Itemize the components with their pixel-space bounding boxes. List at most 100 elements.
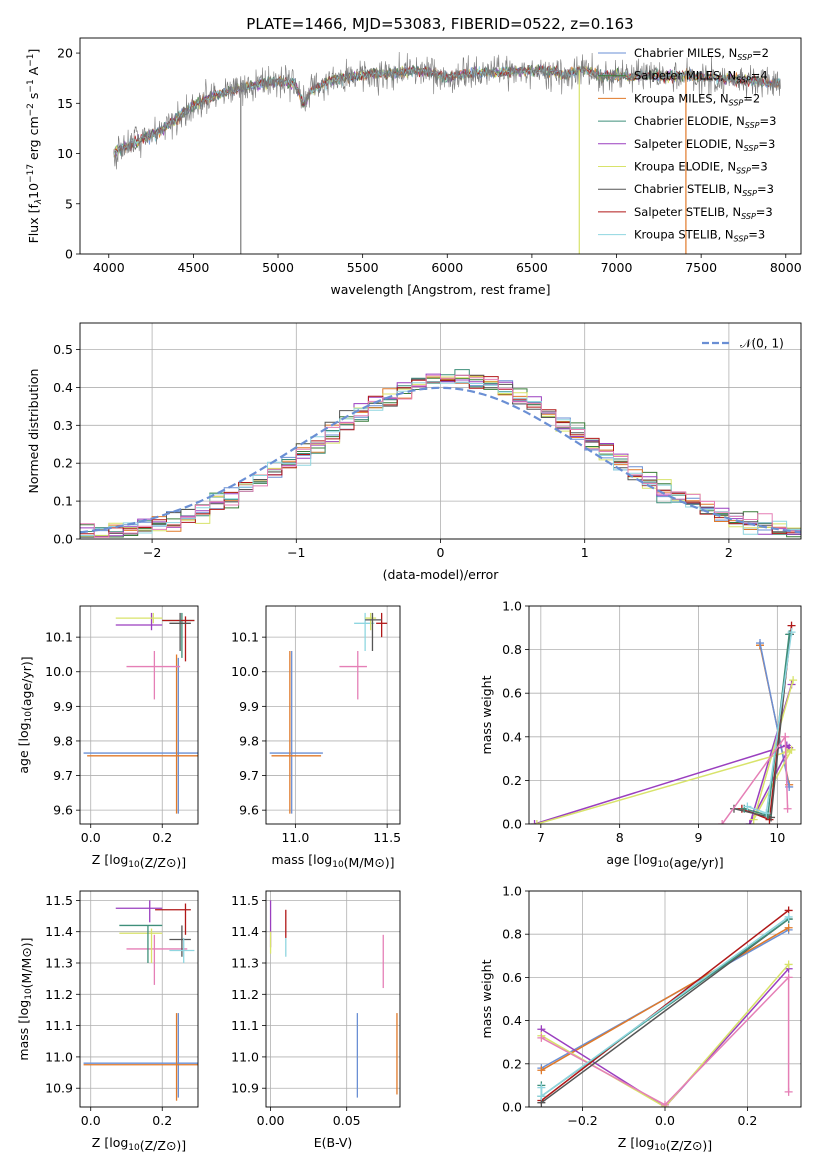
tick-label-y: 11.0	[45, 1049, 73, 1064]
tick-label-x: 11.5	[373, 830, 401, 845]
weight-marker	[784, 1087, 793, 1096]
x-axis-label: age [log10(age/yr)]	[606, 852, 723, 870]
tick-label-y: 10	[57, 146, 73, 161]
plot-area-mass-age	[269, 612, 388, 814]
tick-label-x: 0.0	[81, 1113, 101, 1128]
weight-marker	[745, 820, 754, 824]
plot-area-ebv-mass	[269, 900, 398, 1098]
weight-marker	[787, 628, 796, 637]
panel-z-age: 0.0 0.2 9.6 9.7 9.8 9.9 10.0 10.1 Z [log10(Z/Z⊙)…	[16, 605, 199, 870]
plot-area-residuals	[80, 369, 801, 538]
y-axis-label: Flux [fλ10−17 erg cm−2 s−1 A−1]	[26, 49, 44, 244]
weight-marker	[783, 804, 792, 813]
tick-label-x: 0.0	[655, 1113, 675, 1128]
tick-label-x: 6500	[516, 260, 548, 275]
weight-marker	[756, 639, 765, 648]
y-axis-label: mass weight	[479, 675, 494, 754]
tick-label-y: 9.6	[53, 803, 73, 818]
tick-label-y: 0.2	[53, 456, 73, 471]
tick-label-y: 10.1	[45, 630, 73, 645]
weight-line	[540, 909, 790, 1102]
tick-label-y: 11.1	[231, 1018, 259, 1033]
weight-marker	[537, 1083, 546, 1092]
tick-label-x: 2	[725, 545, 733, 560]
tick-label-y: 9.8	[53, 733, 73, 748]
x-axis-label: Z [log10(Z/Z⊙)]	[92, 1135, 186, 1153]
weight-marker	[749, 815, 758, 824]
weight-marker	[532, 820, 541, 824]
weight-marker	[781, 732, 790, 741]
tick-label-x: −1	[287, 545, 305, 560]
legend-label: Chabrier STELIB, NSSP=3	[634, 182, 774, 198]
tick-label-y: 0.3	[53, 418, 73, 433]
tick-label-y: 9.9	[239, 699, 259, 714]
x-axis-label: wavelength [Angstrom, rest frame]	[330, 282, 550, 297]
residual-histogram	[80, 374, 801, 538]
tick-label-x: 0.00	[257, 1113, 285, 1128]
x-axis-label: Z [log10(Z/Z⊙)]	[92, 852, 186, 870]
gaussian-curve	[80, 386, 801, 534]
tick-label-y: 0.8	[502, 927, 522, 942]
panel-residuals: −2 −1 0 1 2 0.0 0.1 0.2 0.3 0.4 0.5 (data-model)/er…	[26, 322, 802, 582]
tick-label-y: 11.3	[231, 956, 259, 971]
axes-frame	[528, 890, 802, 1108]
tick-label-y: 11.3	[45, 956, 73, 971]
weight-marker	[661, 1100, 669, 1107]
panel-ebv-mass: 0.00 0.05 10.9 11.0 11.1 11.2 11.3 11.4 11.5 E(B-…	[231, 890, 401, 1150]
tick-label-y: 0.4	[502, 1013, 522, 1028]
tick-label-y: 11.2	[231, 987, 259, 1002]
tick-label-y: 0.2	[502, 773, 522, 788]
tick-label-x: 0.2	[737, 1113, 757, 1128]
plot-area-z-age	[83, 612, 198, 814]
weight-marker	[530, 820, 539, 824]
tick-label-x: 8	[616, 830, 624, 845]
tick-label-x: 1	[581, 545, 589, 560]
tick-label-y: 11.0	[231, 1049, 259, 1064]
panel-mass-age: 11.0 11.5 9.6 9.7 9.8 9.9 10.0 10.1 mass [log10(…	[231, 605, 401, 870]
tick-label-x: 4500	[177, 260, 209, 275]
tick-label-x: 0	[437, 545, 445, 560]
tick-label-y: 5	[65, 196, 73, 211]
weight-marker	[784, 973, 793, 982]
tick-label-x: 0.2	[152, 1113, 172, 1128]
tick-label-y: 0.5	[53, 342, 73, 357]
tick-label-y: 11.5	[231, 893, 259, 908]
tick-label-x: −0.2	[567, 1113, 597, 1128]
tick-label-y: 0.0	[502, 1100, 522, 1115]
weight-line	[541, 927, 789, 1071]
residual-histogram	[80, 376, 801, 538]
residual-histogram	[80, 381, 801, 536]
tick-label-y: 11.4	[45, 924, 73, 939]
tick-label-y: 15	[57, 96, 73, 111]
weight-line	[541, 975, 790, 1106]
x-axis-label: mass [log10(M/M⊙)]	[271, 852, 394, 870]
tick-label-y: 1.0	[502, 599, 522, 614]
tick-label-y: 11.5	[45, 893, 73, 908]
legend-label: Kroupa STELIB, NSSP=3	[634, 228, 765, 244]
tick-label-x: 0.0	[81, 830, 101, 845]
tick-label-x: 6000	[431, 260, 463, 275]
tick-label-y: 1.0	[502, 884, 522, 899]
y-axis-label: Normed distribution	[26, 369, 41, 494]
axes-frame	[265, 890, 401, 1108]
tick-label-y: 11.1	[45, 1018, 73, 1033]
tick-label-y: 10.0	[231, 664, 259, 679]
tick-label-x: 11.0	[281, 830, 309, 845]
tick-label-x: −2	[143, 545, 161, 560]
tick-label-y: 11.2	[45, 987, 73, 1002]
tick-label-y: 0.1	[53, 494, 73, 509]
legend-label: Chabrier ELODIE, NSSP=3	[634, 114, 776, 130]
figure-title: PLATE=1466, MJD=53083, FIBERID=0522, z=0…	[246, 15, 633, 33]
tick-label-y: 0.6	[502, 686, 522, 701]
legend-label: Salpeter STELIB, NSSP=3	[634, 205, 773, 221]
tick-label-y: 0.4	[502, 729, 522, 744]
axes-frame	[79, 605, 199, 825]
tick-label-x: 4000	[93, 260, 125, 275]
weight-marker	[718, 820, 727, 824]
tick-label-x: 9	[695, 830, 703, 845]
tick-label-y: 0.8	[502, 642, 522, 657]
panel-age-weight: 7 8 9 10 0.0 0.2 0.4 0.6 0.8 1.0 age [log10(age/yr…	[479, 599, 802, 870]
weight-marker	[762, 809, 771, 818]
tick-label-y: 0.0	[53, 532, 73, 547]
panel-z-weight: −0.2 0.0 0.2 0.0 0.2 0.4 0.6 0.8 1.0 Z [log10(Z/Z…	[479, 884, 802, 1153]
